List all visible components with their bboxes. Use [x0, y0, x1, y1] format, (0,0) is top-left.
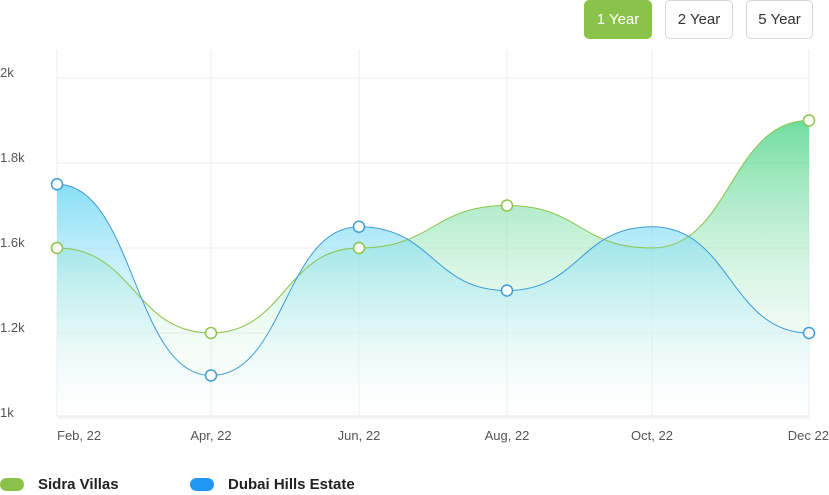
line-dubai-hills-estate — [56, 183, 810, 377]
x-tick-label: Dec 22 — [788, 428, 829, 443]
legend-label: Sidra Villas — [38, 476, 119, 493]
point-sidra-villas[interactable] — [802, 114, 816, 127]
x-axis: Feb, 22 Apr, 22 Jun, 22 Aug, 22 Oct, 22 Dec 2… — [57, 428, 829, 443]
area-dubai-hills-estate — [57, 184, 809, 416]
legend-item-dubai-hills-estate[interactable]: Dubai Hills Estate — [190, 476, 355, 493]
legend-swatch-dubai-hills-estate — [190, 478, 214, 491]
point-dubai-hills-estate[interactable] — [50, 178, 64, 191]
legend-swatch-sidra-villas — [0, 478, 24, 491]
range-5-year-button[interactable]: 5 Year — [746, 0, 813, 39]
y-tick-label: 1k — [0, 405, 14, 420]
y-tick-label: 1.6k — [0, 235, 25, 250]
x-tick-label: Feb, 22 — [57, 428, 101, 443]
time-range-selector: 1 Year 2 Year 5 Year — [584, 0, 813, 39]
y-tick-label: 1.2k — [0, 320, 25, 335]
x-tick-label: Aug, 22 — [485, 428, 530, 443]
line-sidra-villas — [56, 120, 810, 334]
point-dubai-hills-estate[interactable] — [802, 326, 816, 340]
series-areas — [57, 120, 809, 416]
y-tick-label: 1.8k — [0, 150, 25, 165]
price-trend-chart: 2k 1.8k 1.6k 1.2k 1k Feb, 22 Apr, 22 Jun, 22 Au… — [0, 50, 829, 443]
series-lines — [56, 120, 810, 377]
y-tick-label: 2k — [0, 65, 14, 80]
point-dubai-hills-estate[interactable] — [352, 220, 366, 233]
point-dubai-hills-estate[interactable] — [204, 369, 218, 382]
point-sidra-villas[interactable] — [352, 241, 366, 255]
legend-item-sidra-villas[interactable]: Sidra Villas — [0, 476, 190, 493]
x-tick-label: Oct, 22 — [631, 428, 673, 443]
x-tick-label: Jun, 22 — [338, 428, 381, 443]
series-points — [50, 114, 816, 382]
point-sidra-villas[interactable] — [50, 241, 64, 255]
range-1-year-button[interactable]: 1 Year — [584, 0, 652, 39]
x-tick-label: Apr, 22 — [190, 428, 231, 443]
point-sidra-villas[interactable] — [500, 199, 514, 212]
point-sidra-villas[interactable] — [204, 326, 218, 340]
range-2-year-button[interactable]: 2 Year — [665, 0, 733, 39]
legend-label: Dubai Hills Estate — [228, 476, 355, 493]
chart-legend: Sidra Villas Dubai Hills Estate — [0, 476, 355, 493]
point-dubai-hills-estate[interactable] — [500, 284, 514, 297]
y-axis: 2k 1.8k 1.6k 1.2k 1k — [0, 65, 25, 420]
